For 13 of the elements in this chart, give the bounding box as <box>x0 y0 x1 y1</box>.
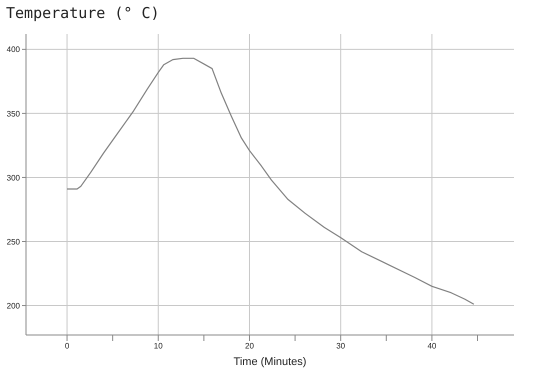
y-tick-label: 400 <box>6 45 21 54</box>
y-tick-label: 350 <box>6 109 21 118</box>
x-tick-label: 30 <box>336 342 346 351</box>
line-series <box>66 58 474 305</box>
x-tick-label: 40 <box>427 342 437 351</box>
x-axis-title: Time (Minutes) <box>234 356 306 368</box>
y-tick-label: 200 <box>6 301 21 310</box>
y-tick-label: 300 <box>6 173 21 182</box>
x-tick-label: 10 <box>154 342 164 351</box>
x-tick-label: 0 <box>64 342 70 351</box>
y-axis-title: Temperature (° C) <box>6 4 160 22</box>
y-tick-label: 250 <box>6 237 21 246</box>
x-tick-label: 20 <box>245 342 254 351</box>
